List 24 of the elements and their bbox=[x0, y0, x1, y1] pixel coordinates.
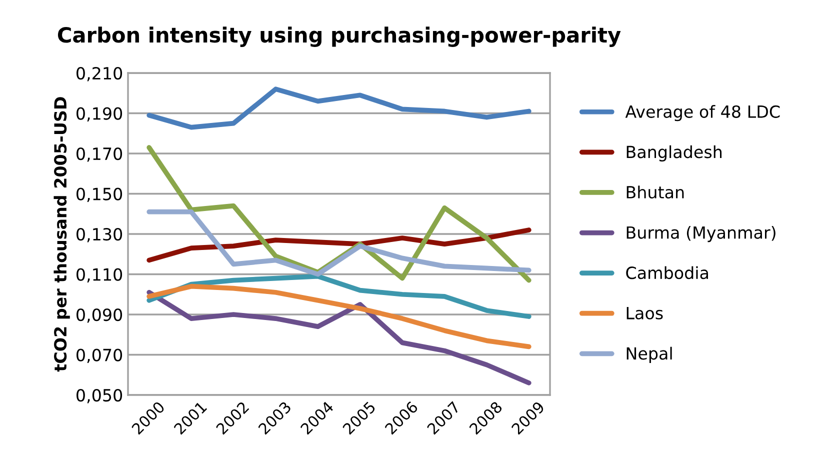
legend-label: Bangladesh bbox=[626, 145, 722, 162]
y-tick-label: 0,190 bbox=[76, 107, 122, 122]
line-series bbox=[146, 284, 532, 350]
y-tick-label: 0,150 bbox=[76, 188, 122, 202]
line-series bbox=[146, 228, 532, 263]
chart-title: Carbon intensity using purchasing-power-parity bbox=[58, 26, 621, 47]
y-tick-label: 0,170 bbox=[76, 147, 122, 162]
legend-label: Laos bbox=[626, 307, 663, 320]
y-tick-label: 0,090 bbox=[76, 308, 122, 323]
y-tick-label: 0,070 bbox=[76, 348, 122, 364]
y-tick-label: 0,110 bbox=[76, 268, 122, 283]
y-tick-label: 0,210 bbox=[76, 66, 122, 82]
legend-label: Cambodia bbox=[626, 266, 708, 280]
legend-label: Burma (Myanmar) bbox=[626, 226, 776, 242]
y-tick-label: 0,130 bbox=[76, 228, 122, 242]
line-series bbox=[146, 209, 532, 277]
line-series bbox=[146, 86, 532, 130]
legend-label: Nepal bbox=[626, 346, 672, 363]
legend-label: Bhutan bbox=[626, 186, 684, 199]
y-tick-label: 0,050 bbox=[76, 388, 122, 404]
line-series bbox=[146, 290, 532, 386]
line-series bbox=[146, 274, 532, 319]
y-axis-title: tCO2 per thousand 2005-USD bbox=[54, 97, 70, 372]
legend-label: Average of 48 LDC bbox=[625, 105, 780, 122]
